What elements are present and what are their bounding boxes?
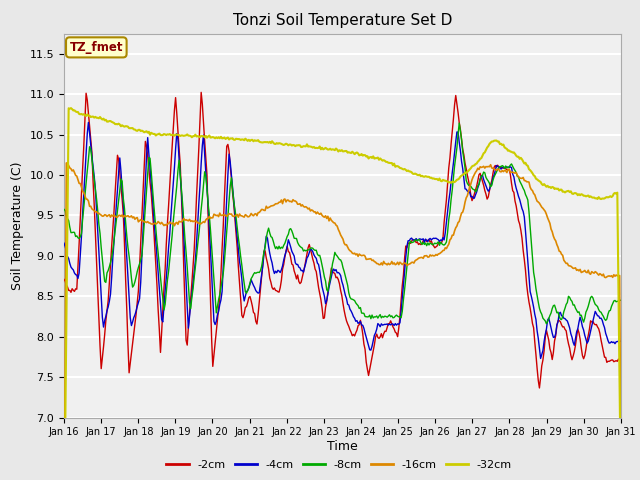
Y-axis label: Soil Temperature (C): Soil Temperature (C) bbox=[11, 161, 24, 290]
Text: TZ_fmet: TZ_fmet bbox=[70, 41, 123, 54]
Title: Tonzi Soil Temperature Set D: Tonzi Soil Temperature Set D bbox=[233, 13, 452, 28]
Legend: -2cm, -4cm, -8cm, -16cm, -32cm: -2cm, -4cm, -8cm, -16cm, -32cm bbox=[162, 456, 516, 474]
X-axis label: Time: Time bbox=[327, 440, 358, 453]
